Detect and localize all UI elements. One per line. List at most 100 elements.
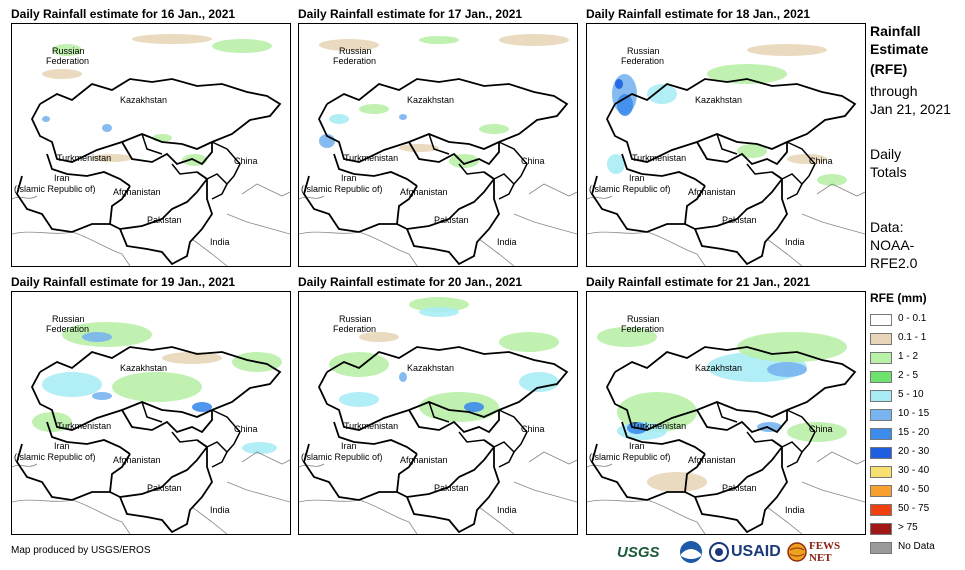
coastline [12,499,131,534]
label-kazakhstan: Kazakhstan [120,95,167,105]
border-line [786,409,816,453]
label-russia: Russian [339,314,372,324]
border-line [326,346,569,411]
rain-area [419,307,459,317]
label-china: China [521,424,545,434]
legend-label: 50 - 75 [898,503,930,514]
coastline [12,463,38,468]
border-line [498,409,528,453]
rain-area [707,64,787,84]
rain-area [242,442,277,454]
rain-area [319,39,379,51]
side-data: RFE2.0 [870,255,918,271]
border-line [498,141,528,185]
legend-swatch [870,504,892,516]
border-line [191,238,228,266]
border-line [591,175,685,233]
border-line [171,431,208,448]
legend-swatch [870,466,892,478]
rain-area [737,144,767,158]
label-india: India [497,237,517,247]
border-line [428,133,450,155]
rain-area [767,362,807,377]
side-daily: Daily [870,146,902,162]
label-pakistan: Pakistan [722,483,757,493]
rain-layer [319,34,569,168]
legend-label: No Data [898,541,935,552]
panel-title: Daily Rainfall estimate for 17 Jan., 202… [298,7,523,21]
rain-area [32,412,72,432]
border-line [317,371,500,431]
logo-bar: USGS USAID FEWS NET [617,539,865,565]
border-line [605,371,788,431]
side-title: Rainfall [870,23,921,39]
border-line [46,421,131,455]
border-line [614,78,857,143]
rain-area [192,402,212,412]
legend-swatch [870,542,892,554]
border-line [121,141,213,166]
rain-area [359,332,399,342]
label-kazakhstan: Kazakhstan [695,363,742,373]
label-iran: Iran [54,441,70,451]
border-line [493,441,515,468]
label-russia: Russian [339,46,372,56]
legend-label: 0 - 0.1 [898,313,927,324]
rain-area [787,422,847,442]
rain-area [92,392,112,400]
border-line [746,163,783,180]
label-china: China [809,424,833,434]
rain-area [409,297,469,312]
rain-area [42,372,102,397]
rain-layer [607,44,847,186]
label-iran: (Islamic Republic of) [589,184,671,194]
border-line [684,439,784,498]
border-line [766,238,803,266]
rain-area [152,134,172,142]
border-line [46,153,131,187]
label-turkmenistan: Turkmenistan [57,421,111,431]
rain-area [499,34,569,46]
rain-area [359,104,389,114]
rain-area [329,352,389,377]
label-russia: Russian [52,46,85,56]
border-line [746,431,783,448]
rain-area [52,44,82,56]
border-line [211,409,241,453]
border-line [30,371,213,431]
coastline [587,499,706,534]
map-frame: Russian Federation Kazakhstan Turkmenist… [586,23,866,267]
border-line [513,213,577,235]
label-kazakhstan: Kazakhstan [120,363,167,373]
rain-area [162,352,222,364]
label-iran: (Islamic Republic of) [301,184,383,194]
rain-area [479,124,509,134]
coastline [12,195,38,200]
legend-label: 1 - 2 [898,351,919,362]
side-date: Jan 21, 2021 [870,101,951,117]
label-afghanistan: Afghanistan [400,187,448,197]
label-pakistan: Pakistan [147,215,182,225]
rain-area [464,402,484,412]
panel-title: Daily Rainfall estimate for 16 Jan., 202… [11,7,236,21]
coastline [587,463,613,468]
border-line [16,443,110,501]
label-pakistan: Pakistan [147,483,182,493]
coastline [299,499,418,534]
credit-text: Map produced by USGS/EROS [11,545,151,556]
label-russia: Federation [333,324,376,334]
border-line [39,346,282,411]
border-line [605,103,788,163]
label-iran: Iran [629,441,645,451]
side-data: Data: [870,219,904,235]
label-afghanistan: Afghanistan [400,455,448,465]
border-line [478,238,515,266]
border-line [408,141,500,166]
legend-label: 30 - 40 [898,465,930,476]
border-line [317,103,500,163]
border-line [396,171,496,230]
border-line [141,133,163,155]
border-line [591,443,685,501]
map-frame: Russian Federation Kazakhstan Turkmenist… [11,291,291,535]
noaa-logo [679,539,703,565]
